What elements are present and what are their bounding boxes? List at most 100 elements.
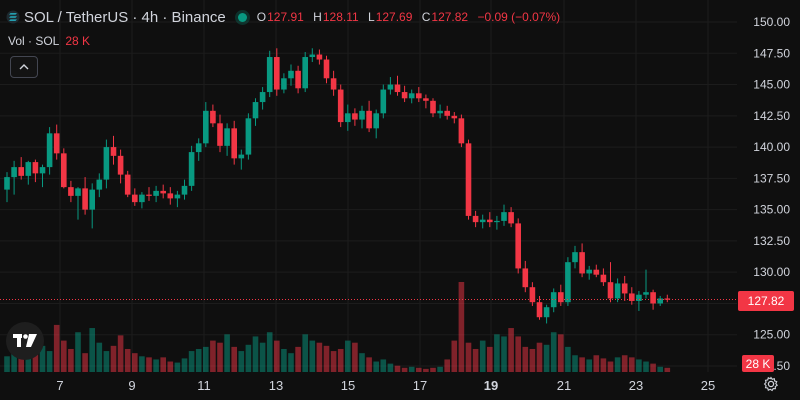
volume-bar — [579, 357, 585, 372]
volume-bar — [309, 340, 316, 372]
candle — [39, 164, 46, 188]
candle — [522, 260, 529, 293]
price-tick-label: 132.50 — [753, 234, 790, 248]
volume-bar — [117, 335, 124, 372]
time-tick-label: 25 — [701, 378, 715, 393]
candle — [75, 187, 81, 220]
volume-bar — [316, 342, 323, 372]
volume-bar — [565, 346, 571, 372]
candle — [217, 114, 223, 153]
volume-bar — [621, 355, 628, 372]
candle — [423, 94, 429, 109]
volume-bar — [295, 346, 301, 372]
price-tick-label: 147.50 — [753, 46, 790, 60]
time-axis[interactable]: 7 9 11 13 15 17 19 21 23 25 — [56, 378, 715, 393]
candle — [309, 48, 316, 63]
volume-bar — [61, 340, 67, 372]
candle — [359, 105, 365, 129]
price-tick-label: 145.00 — [753, 78, 790, 92]
volume-bar — [550, 332, 557, 372]
candle — [643, 269, 649, 299]
volume-bar — [146, 357, 152, 372]
candle — [579, 243, 585, 278]
volume-bar — [274, 340, 280, 372]
chart-legend: SOL / TetherUS · 4h · Binance O127.91 H1… — [6, 6, 566, 28]
candle — [146, 187, 152, 201]
volume-bar — [380, 359, 387, 372]
volume-label: Vol · SOL — [8, 34, 60, 48]
tradingview-logo-icon[interactable] — [6, 322, 44, 360]
candle — [650, 289, 656, 310]
candle — [46, 127, 53, 175]
volume-bar — [231, 346, 237, 372]
volume-bar — [536, 342, 543, 372]
candlesticks — [4, 48, 671, 324]
candle — [345, 104, 351, 131]
volume-bar — [437, 366, 443, 372]
volume-bar — [494, 334, 500, 372]
volume-bar — [650, 363, 656, 372]
volume-bar — [11, 348, 17, 372]
candle — [394, 75, 401, 96]
candle — [174, 190, 181, 208]
candle — [543, 304, 550, 324]
candle — [203, 102, 209, 148]
candle — [494, 215, 500, 230]
volume-bar — [238, 351, 245, 372]
candle — [458, 114, 465, 148]
gear-icon[interactable] — [762, 376, 780, 394]
candle — [103, 139, 110, 189]
volume-bar — [167, 361, 174, 372]
volume-bar — [266, 332, 273, 372]
candle — [487, 212, 493, 228]
candle — [565, 257, 571, 306]
time-tick-label: 11 — [197, 378, 211, 393]
volume-bar — [75, 332, 81, 372]
volume-bar — [472, 348, 479, 372]
candle — [387, 77, 394, 95]
time-tick-label: 9 — [128, 378, 135, 393]
volume-bar — [174, 362, 181, 372]
volume-bar — [458, 282, 465, 372]
volume-indicator-legend[interactable]: Vol · SOL 28 K — [8, 34, 90, 48]
volume-bar — [103, 351, 110, 372]
volume-bar — [252, 336, 259, 372]
price-tick-label: 135.00 — [753, 203, 790, 217]
candle — [302, 52, 308, 93]
volume-bar — [160, 357, 166, 372]
candle — [465, 139, 472, 220]
candle — [508, 207, 514, 228]
time-tick-label: 17 — [413, 378, 427, 393]
candle — [18, 157, 24, 180]
candle — [167, 187, 174, 205]
candle — [139, 192, 145, 209]
candle — [586, 265, 592, 280]
volume-bar — [96, 342, 103, 372]
volume-bar — [259, 342, 266, 372]
volume-bar — [607, 361, 614, 372]
candle — [4, 172, 10, 203]
candle — [288, 64, 294, 86]
candle — [472, 210, 479, 228]
volume-bar — [444, 359, 450, 372]
volume-badge: 28 K — [742, 355, 774, 372]
candle — [274, 48, 280, 96]
price-axis[interactable]: 150.00 147.50 145.00 142.50 140.00 137.50 135.… — [753, 15, 790, 373]
candle — [252, 98, 259, 126]
volume-bar — [195, 348, 202, 372]
candle — [593, 264, 600, 278]
volume-bar — [153, 359, 159, 372]
volume-bar — [657, 366, 663, 372]
candle — [160, 184, 166, 199]
candle — [281, 73, 287, 94]
price-tick-label: 150.00 — [753, 15, 790, 29]
volume-bar — [281, 348, 287, 372]
symbol-title[interactable]: SOL / TetherUS · 4h · Binance — [24, 8, 226, 26]
solana-logo-icon — [6, 10, 20, 24]
collapse-legend-button[interactable] — [10, 56, 38, 78]
candle — [245, 113, 252, 160]
candle — [266, 50, 273, 98]
candle — [316, 49, 323, 65]
live-dot-icon — [237, 12, 247, 22]
